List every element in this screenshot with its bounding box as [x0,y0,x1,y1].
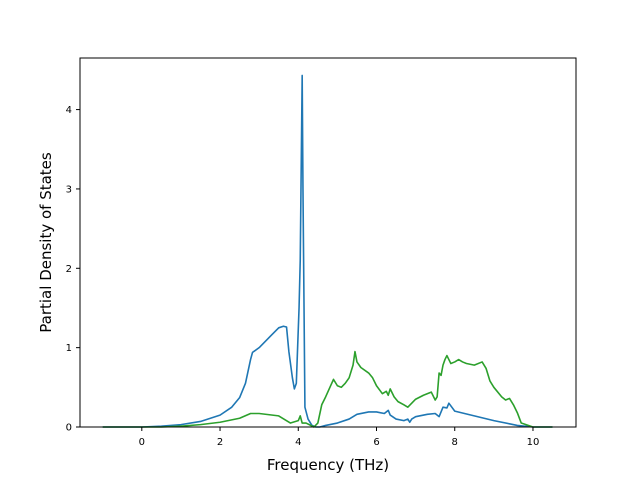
x-tick-label: 0 [139,437,145,448]
y-tick-label: 0 [66,423,72,434]
series-line-2 [102,350,553,428]
y-tick-label: 1 [66,343,72,354]
plot-frame [79,57,577,428]
x-axis-label: Frequency (THz) [267,456,389,474]
y-tick-label: 3 [66,184,72,195]
x-axis-ticks: 0 2 4 6 8 10 [139,427,540,448]
y-tick-label: 2 [66,264,72,275]
y-axis-label: Partial Density of States [37,152,55,333]
x-tick-label: 4 [295,437,301,448]
x-tick-label: 2 [217,437,223,448]
y-axis-ticks: 0 1 2 3 4 [66,105,80,434]
x-tick-label: 10 [527,437,540,448]
x-tick-label: 8 [452,437,458,448]
x-tick-label: 6 [373,437,379,448]
y-tick-label: 4 [66,105,72,116]
